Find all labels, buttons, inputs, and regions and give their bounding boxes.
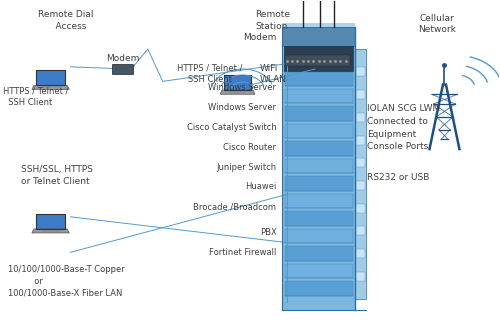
FancyBboxPatch shape <box>356 204 365 213</box>
FancyBboxPatch shape <box>284 176 352 191</box>
FancyBboxPatch shape <box>284 124 352 138</box>
FancyBboxPatch shape <box>356 90 365 99</box>
Polygon shape <box>224 75 251 90</box>
Text: Windows Server: Windows Server <box>208 103 276 112</box>
FancyBboxPatch shape <box>356 181 365 190</box>
FancyBboxPatch shape <box>284 246 352 260</box>
Polygon shape <box>220 90 255 94</box>
Polygon shape <box>32 229 70 233</box>
FancyBboxPatch shape <box>284 281 352 295</box>
Text: Brocade /Broadcom: Brocade /Broadcom <box>194 202 276 211</box>
Polygon shape <box>36 214 65 229</box>
Text: Cisco Catalyst Switch: Cisco Catalyst Switch <box>186 123 276 132</box>
Text: Modem: Modem <box>106 54 139 63</box>
Polygon shape <box>32 85 70 89</box>
Text: Remote
Station: Remote Station <box>255 10 290 31</box>
FancyBboxPatch shape <box>284 264 352 278</box>
Text: Juniper Switch: Juniper Switch <box>216 163 276 171</box>
Text: Modem: Modem <box>243 33 276 42</box>
FancyBboxPatch shape <box>356 272 365 281</box>
Text: Fortinet Firewall: Fortinet Firewall <box>209 248 276 257</box>
FancyBboxPatch shape <box>356 67 365 76</box>
Text: HTTPS / Telnet /
  SSH Client: HTTPS / Telnet / SSH Client <box>3 86 68 107</box>
Text: IOLAN SCG LWM
Connected to
Equipment
Console Ports: IOLAN SCG LWM Connected to Equipment Con… <box>367 104 440 152</box>
Text: RS232 or USB: RS232 or USB <box>367 173 430 182</box>
FancyBboxPatch shape <box>284 46 354 71</box>
FancyBboxPatch shape <box>284 159 352 173</box>
Polygon shape <box>36 70 65 85</box>
FancyBboxPatch shape <box>284 194 352 208</box>
FancyBboxPatch shape <box>282 27 354 46</box>
Text: Huawei: Huawei <box>245 182 276 191</box>
FancyBboxPatch shape <box>284 55 350 66</box>
FancyBboxPatch shape <box>284 107 352 121</box>
Text: Cellular
Network: Cellular Network <box>418 14 456 34</box>
Text: SSH/SSL, HTTPS
or Telnet Client: SSH/SSL, HTTPS or Telnet Client <box>20 165 92 186</box>
FancyBboxPatch shape <box>112 64 133 74</box>
Text: 10/100/1000-Base-T Copper
          or
100/1000-Base-X Fiber LAN: 10/100/1000-Base-T Copper or 100/1000-Ba… <box>8 265 125 298</box>
FancyBboxPatch shape <box>284 229 352 243</box>
FancyBboxPatch shape <box>284 211 352 226</box>
FancyBboxPatch shape <box>284 142 352 156</box>
FancyBboxPatch shape <box>356 249 365 258</box>
Text: Remote Dial
    Access: Remote Dial Access <box>38 10 94 31</box>
Text: WiFi
WLAN: WiFi WLAN <box>260 64 287 85</box>
Text: PBX: PBX <box>260 228 276 237</box>
FancyBboxPatch shape <box>356 226 365 236</box>
FancyBboxPatch shape <box>282 23 354 27</box>
FancyBboxPatch shape <box>284 72 352 86</box>
FancyBboxPatch shape <box>282 27 354 310</box>
FancyBboxPatch shape <box>356 135 365 145</box>
FancyBboxPatch shape <box>356 113 365 122</box>
FancyBboxPatch shape <box>354 49 366 299</box>
Text: Cisco Router: Cisco Router <box>224 143 276 152</box>
FancyBboxPatch shape <box>284 89 352 103</box>
FancyBboxPatch shape <box>356 158 365 167</box>
Text: Windows Server: Windows Server <box>208 83 276 92</box>
Text: HTTPS / Telnet /
SSH Client: HTTPS / Telnet / SSH Client <box>178 64 243 85</box>
